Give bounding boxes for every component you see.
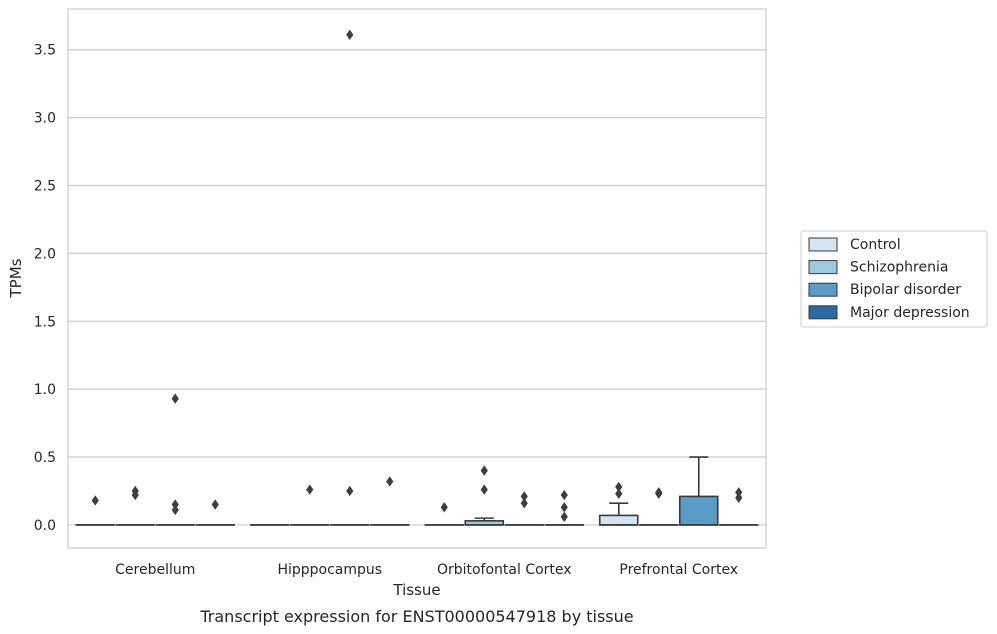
legend-label: Control: [850, 237, 901, 253]
legend-swatch: [808, 305, 838, 320]
outlier-point: [615, 488, 623, 499]
x-tick-label: Cerebellum: [115, 562, 195, 578]
outlier-point: [91, 495, 99, 506]
outlier-point: [171, 504, 179, 516]
x-axis-label: Tissue: [392, 581, 440, 599]
box-control: [598, 502, 639, 526]
outlier-point: [480, 484, 488, 495]
legend-frame: [800, 230, 988, 328]
y-tick-label: 1.0: [34, 382, 56, 398]
outlier-point: [306, 484, 314, 495]
y-tick-label: 0.5: [34, 450, 56, 466]
outlier-point: [480, 465, 488, 476]
y-tick-label: 3.5: [34, 43, 56, 59]
outlier-point: [386, 476, 394, 487]
y-axis-label: TPMs: [7, 258, 25, 298]
legend: Control Schizophrenia Bipolar disorder Majo…: [800, 230, 988, 328]
grid-lines: [68, 49, 766, 526]
chart-caption: Transcript expression for ENST0000054791…: [199, 607, 633, 626]
legend-swatch: [808, 282, 838, 297]
outlier-point: [440, 502, 448, 513]
box-schizophrenia: [464, 517, 505, 526]
outlier-point: [735, 492, 743, 503]
box-body: [678, 495, 719, 526]
outlier-point: [211, 499, 219, 510]
y-tick-label: 3.0: [34, 111, 56, 127]
y-tick-labels: 0.0 0.5 1.0 1.5 2.0 2.5 3.0 3.5: [34, 43, 56, 534]
outlier-point: [346, 485, 354, 497]
outlier-point: [655, 487, 663, 498]
outlier-point: [346, 29, 354, 40]
legend-items: Control Schizophrenia Bipolar disorder Majo…: [808, 237, 970, 321]
box-series: [75, 456, 759, 526]
box-body: [598, 514, 639, 526]
y-tick-label: 2.5: [34, 178, 56, 194]
legend-swatch: [808, 237, 838, 252]
box-bipolar-disorder: [678, 456, 719, 526]
y-tick-label: 1.5: [34, 314, 56, 330]
x-tick-label: Orbitofontal Cortex: [437, 562, 572, 578]
outlier-point: [560, 489, 568, 501]
legend-label: Bipolar disorder: [850, 282, 961, 298]
outlier-point: [171, 499, 179, 510]
outlier-point: [520, 491, 528, 502]
x-tick-label: Prefrontal Cortex: [619, 562, 738, 578]
legend-label: Major depression: [850, 305, 970, 321]
outlier-point: [131, 485, 139, 497]
outlier-point: [560, 511, 568, 522]
y-tick-label: 2.0: [34, 246, 56, 262]
y-tick-label: 0.0: [34, 518, 56, 534]
plot-frame: [67, 8, 767, 549]
outlier-point: [615, 481, 623, 493]
legend-swatch: [808, 260, 838, 275]
outlier-point: [520, 498, 528, 509]
outlier-point: [171, 393, 179, 404]
outlier-points: [91, 29, 743, 522]
outlier-point: [735, 487, 743, 498]
legend-label: Schizophrenia: [850, 260, 948, 276]
outlier-point: [560, 502, 568, 513]
x-tick-label: Hipppocampus: [277, 562, 382, 578]
plot-background: [68, 9, 766, 548]
x-tick-labels: Cerebellum Hipppocampus Orbitofontal Corte…: [115, 562, 738, 578]
